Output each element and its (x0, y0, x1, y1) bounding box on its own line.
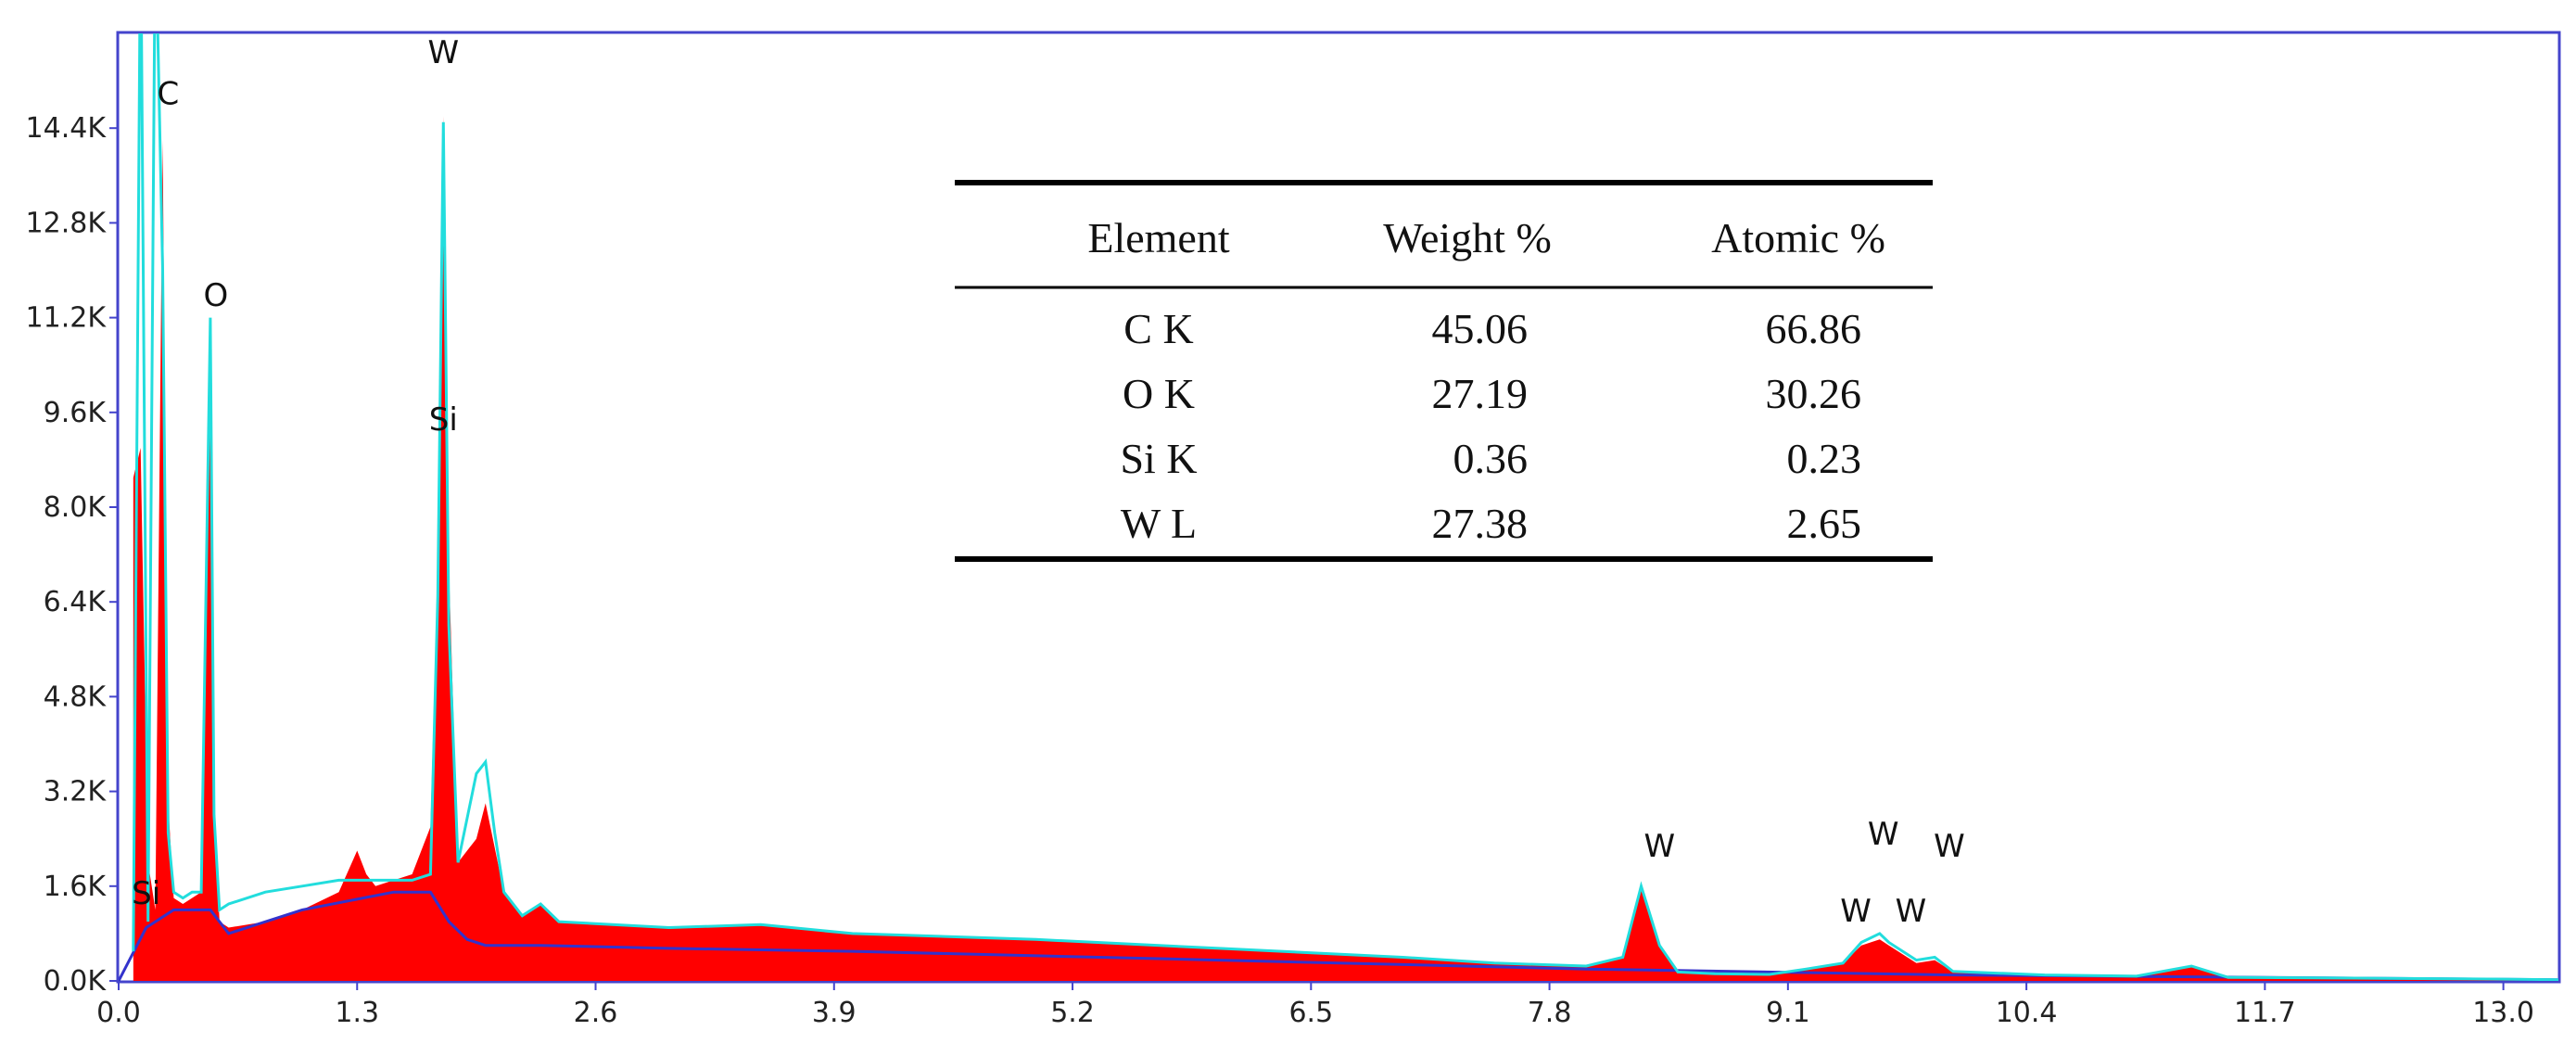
fit-line (132, 33, 2558, 981)
y-tick-label: 12.8K (26, 207, 108, 239)
peak-label: W (1644, 828, 1676, 865)
x-tick-label: 3.9 (812, 997, 857, 1029)
y-tick-label: 9.6K (44, 397, 108, 429)
table-cell-atomic: 66.86 (1766, 305, 1862, 352)
peak-label: O (204, 277, 229, 314)
y-axis: 0.0K 1.6K 3.2K 4.8K 6.4K 8.0K 9.6K 11.2K 12.8K 14… (26, 112, 119, 998)
table-cell-weight: 0.36 (1453, 435, 1529, 482)
table-cell-weight: 27.38 (1432, 500, 1529, 547)
y-tick-label: 3.2K (44, 776, 108, 808)
table-cell-weight: 27.19 (1432, 370, 1529, 417)
table-cell-element: C K (1123, 305, 1193, 352)
plot-area (119, 33, 2558, 981)
table-header-atomic: Atomic % (1711, 214, 1885, 261)
y-tick-label: 11.2K (26, 302, 108, 335)
table-cell-atomic: 2.65 (1787, 500, 1862, 547)
y-tick-label: 0.0K (44, 965, 108, 998)
table-cell-element: Si K (1120, 435, 1197, 482)
peak-label: W (1896, 893, 1927, 930)
y-tick-label: 14.4K (26, 112, 108, 145)
table-header-weight: Weight % (1383, 214, 1552, 261)
table-cell-element: W L (1121, 500, 1197, 547)
x-tick-label: 13.0 (2472, 997, 2534, 1029)
y-tick-label: 1.6K (44, 871, 108, 903)
x-axis: 0.0 1.3 2.6 3.9 5.2 6.5 7.8 9.1 10.4 11.7 13.0 (96, 981, 2534, 1029)
table-cell-atomic: 0.23 (1787, 435, 1862, 482)
x-tick-label: 2.6 (574, 997, 618, 1029)
plot-frame (116, 31, 2561, 984)
peak-label: W (1840, 893, 1872, 930)
x-tick-label: 5.2 (1050, 997, 1095, 1029)
y-tick-label: 6.4K (44, 586, 108, 618)
x-tick-label: 0.0 (96, 997, 141, 1029)
x-tick-label: 11.7 (2234, 997, 2296, 1029)
x-tick-label: 1.3 (335, 997, 379, 1029)
peak-label: W (427, 34, 459, 71)
peak-label: Si (429, 401, 458, 439)
table-header-element: Element (1087, 214, 1229, 261)
x-tick-label: 9.1 (1766, 997, 1810, 1029)
table-cell-atomic: 30.26 (1766, 370, 1862, 417)
x-tick-label: 6.5 (1288, 997, 1333, 1029)
x-tick-label: 10.4 (1996, 997, 2058, 1029)
peak-label: C (158, 76, 180, 113)
composition-table: Element Weight % Atomic % C K 45.06 66.8… (955, 180, 1933, 562)
peak-label: Si (132, 875, 160, 912)
peak-label: W (1934, 828, 1965, 865)
background-line (119, 890, 2558, 981)
y-tick-label: 4.8K (44, 681, 108, 713)
table-cell-element: O K (1123, 370, 1195, 417)
table-cell-weight: 45.06 (1432, 305, 1529, 352)
peak-label: W (1868, 816, 1899, 853)
y-tick-label: 8.0K (44, 491, 108, 524)
x-tick-label: 7.8 (1528, 997, 1572, 1029)
